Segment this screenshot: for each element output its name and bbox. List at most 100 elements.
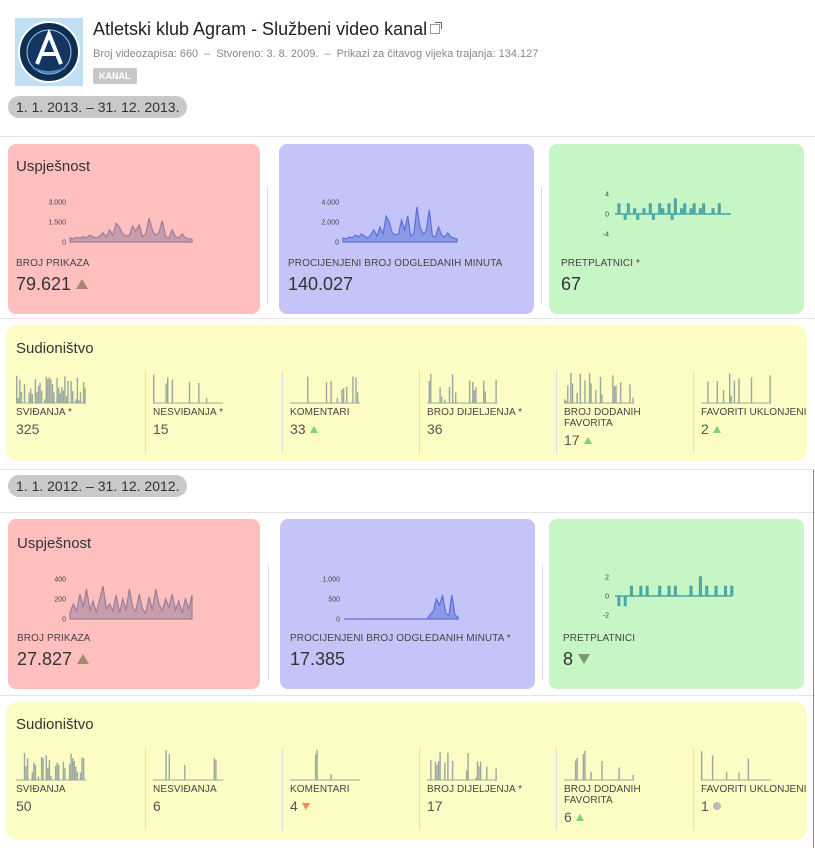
date-range-2013[interactable]: 1. 1. 2013. – 31. 12. 2013. (8, 96, 188, 118)
trend-neutral-icon (712, 802, 721, 810)
engagement-metric[interactable]: SVIĐANJA 50 (16, 784, 139, 814)
engagement-number: 6 (153, 798, 161, 814)
axis-tick-label: 1.500 (48, 220, 66, 227)
minutes-card[interactable]: 1.000 500 0 PROCIJENJENI BROJ ODGLEDANIH M… (280, 519, 535, 689)
axis-tick-label: 0 (62, 240, 66, 247)
divider (0, 469, 815, 470)
spark-bar (346, 386, 348, 403)
views-card[interactable]: Uspješnost 400 200 0 BROJ PRIKAZA 27.827 (8, 519, 260, 689)
engagement-label: FAVORITI UKLONJENI (701, 784, 807, 795)
engagement-label: BROJ DIJELJENJA * (427, 784, 523, 795)
spark-bar (17, 398, 19, 403)
engagement-sparkline[interactable] (153, 748, 228, 782)
spark-bar (484, 391, 486, 403)
spark-bar (31, 772, 33, 780)
date-range-2012[interactable]: 1. 1. 2012. – 31. 12. 2012. (8, 475, 188, 497)
spark-bar (50, 775, 52, 780)
spark-bar (441, 396, 443, 403)
spark-bar (23, 752, 26, 780)
engagement-metric[interactable]: BROJ DIJELJENJA * 17 (427, 784, 550, 814)
engagement-sparkline[interactable] (701, 371, 776, 405)
divider (556, 371, 557, 453)
divider (693, 371, 694, 453)
spark-bar (632, 397, 634, 403)
engagement-metric[interactable]: SVIĐANJA * 325 (16, 407, 139, 437)
spark-bar (571, 383, 574, 403)
engagement-card-2013[interactable]: Sudioništvo SVIĐANJA * 325 NESVIĐANJA * 15 K… (6, 325, 807, 461)
engagement-metric[interactable]: KOMENTARI 33 (290, 407, 413, 437)
engagement-metric[interactable]: FAVORITI UKLONJENI 1 (701, 784, 815, 814)
channel-title[interactable]: Atletski klub Agram - Službeni video kan… (93, 19, 443, 40)
channel-header: Atletski klub Agram - Službeni video kan… (0, 0, 815, 95)
spark-bar (564, 399, 566, 403)
engagement-sparkline[interactable] (290, 371, 365, 405)
subscribers-sparkline[interactable]: 4 0 -4 (589, 188, 739, 248)
series-line (615, 576, 734, 607)
spark-bar (455, 392, 457, 403)
spark-bar (729, 373, 731, 403)
spark-bar (205, 398, 208, 403)
divider (0, 136, 815, 137)
axis-tick-label: 2.000 (321, 220, 339, 227)
engagement-sparkline[interactable] (564, 748, 639, 782)
engagement-sparkline[interactable] (16, 371, 91, 405)
spark-bar (82, 758, 85, 780)
engagement-sparkline[interactable] (16, 748, 91, 782)
spark-bar (444, 762, 446, 780)
channel-logo[interactable] (15, 18, 83, 86)
engagement-sparkline[interactable] (427, 748, 502, 782)
channel-logo-emblem (15, 18, 83, 86)
minutes-sparkline[interactable]: 1.000 500 0 (306, 573, 466, 625)
engagement-metric[interactable]: KOMENTARI 4 (290, 784, 413, 814)
spark-bar (595, 389, 597, 403)
subscribers-card[interactable]: 2 0 -2 PRETPLATNICI 8 (549, 519, 804, 689)
engagement-sparkline[interactable] (153, 371, 228, 405)
subscribers-card[interactable]: 4 0 -4 PRETPLATNICI * 67 (549, 144, 804, 314)
spark-bar (42, 758, 44, 780)
engagement-label: SVIĐANJA * (16, 407, 73, 418)
engagement-number: 33 (290, 421, 306, 437)
spark-bar (64, 768, 66, 780)
subscribers-sparkline[interactable]: 2 0 -2 (589, 571, 739, 627)
spark-bar (701, 751, 703, 780)
engagement-sparkline[interactable] (564, 371, 639, 405)
views-card[interactable]: Uspješnost 3.000 1.500 0 BROJ PRIKAZA 79.6… (8, 144, 260, 314)
engagement-metric[interactable]: NESVIĐANJA 6 (153, 784, 276, 814)
engagement-metric[interactable]: NESVIĐANJA * 15 (153, 407, 276, 437)
spark-bar (82, 382, 85, 403)
views-sparkline[interactable]: 3.000 1.500 0 (38, 196, 198, 248)
trend-up-icon (583, 437, 592, 444)
spark-bar (618, 767, 620, 780)
divider (282, 371, 283, 453)
divider (145, 371, 146, 453)
engagement-metric[interactable]: BROJ DIJELJENJA * 36 (427, 407, 550, 437)
channel-title-text[interactable]: Atletski klub Agram - Službeni video kan… (93, 19, 428, 39)
spark-bar (76, 771, 79, 780)
engagement-sparkline[interactable] (701, 748, 776, 782)
engagement-card-2012[interactable]: Sudioništvo SVIĐANJA 50 NESVIĐANJA 6 KOMENTA… (6, 702, 807, 840)
spark-bar (342, 388, 345, 403)
axis-tick-label: 4.000 (321, 200, 339, 207)
spark-bar (25, 766, 27, 780)
engagement-label: BROJ DODANIH FAVORITA (564, 407, 641, 429)
spark-bar (53, 392, 55, 403)
engagement-metric[interactable]: BROJ DODANIH FAVORITA 17 (564, 407, 687, 448)
external-link-icon[interactable] (430, 22, 443, 34)
spark-bar (615, 385, 617, 403)
engagement-sparkline[interactable] (427, 371, 502, 405)
views-sparkline[interactable]: 400 200 0 (38, 573, 198, 625)
spark-bar (307, 376, 309, 403)
spark-bar (730, 396, 732, 403)
spark-bar (33, 762, 35, 780)
spark-bar (51, 384, 54, 403)
engagement-metric[interactable]: BROJ DODANIH FAVORITA 6 (564, 784, 687, 825)
engagement-metric[interactable]: FAVORITI UKLONJENI 2 (701, 407, 815, 437)
engagement-sparkline[interactable] (290, 748, 365, 782)
spark-bar (47, 379, 49, 403)
minutes-sparkline[interactable]: 4.000 2.000 0 (305, 196, 465, 248)
spark-bar (439, 751, 441, 780)
minutes-label: PROCIJENJENI BROJ ODGLEDANIH MINUTA (288, 258, 503, 269)
spark-bar (588, 373, 591, 403)
spark-bar (70, 380, 72, 403)
